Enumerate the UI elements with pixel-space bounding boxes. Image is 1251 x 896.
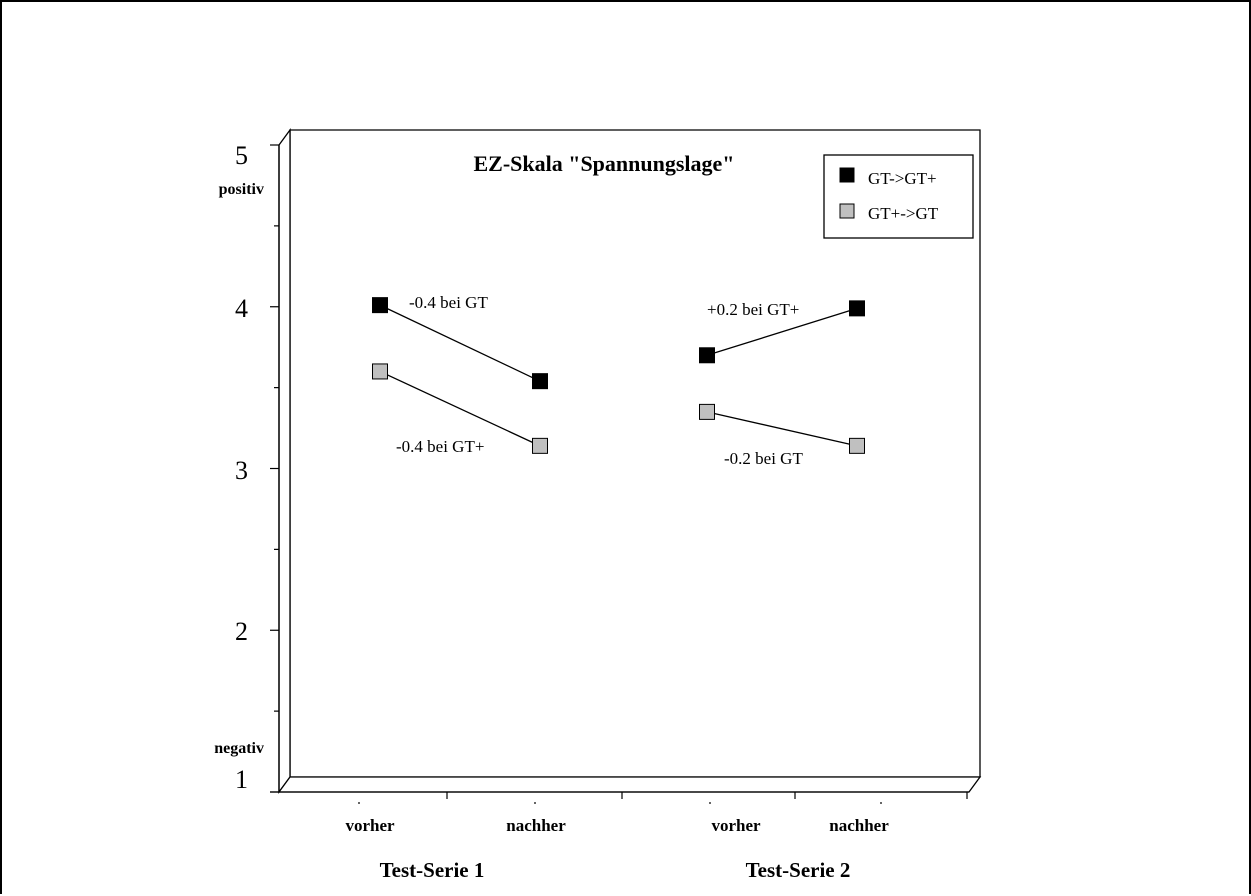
series-2-line-group-2 xyxy=(706,411,858,447)
y-tick-label-1: 1 xyxy=(235,765,248,794)
annotation-series-2-test-serie-2: -0.2 bei GT xyxy=(724,449,803,468)
y-bottom-label: negativ xyxy=(214,740,264,757)
series-1-point-4 xyxy=(849,300,865,317)
x-category-label-3: vorher xyxy=(711,816,761,835)
series-2-point-2 xyxy=(532,437,548,454)
annotation-series-1-test-serie-2: +0.2 bei GT+ xyxy=(707,300,799,319)
y-tick-label-2: 2 xyxy=(235,617,248,646)
series-2-point-4 xyxy=(849,437,865,454)
series-1-line-group-1 xyxy=(379,304,541,382)
legend-label-series-1: GT->GT+ xyxy=(868,169,937,188)
legend-label-series-2: GT+->GT xyxy=(868,204,939,223)
x-category-label-2: nachher xyxy=(506,816,566,835)
series-1-point-1 xyxy=(372,297,388,314)
series-2-point-1 xyxy=(372,363,388,380)
annotation-series-2-test-serie-1: -0.4 bei GT+ xyxy=(396,437,484,456)
series-1-point-3 xyxy=(699,347,715,364)
series-2-point-3 xyxy=(699,403,715,420)
tick-marks xyxy=(270,144,968,804)
plot-floor xyxy=(277,776,982,793)
series-layer xyxy=(372,297,865,454)
chart-title: EZ-Skala "Spannungslage" xyxy=(473,151,734,176)
series-2-line-group-1 xyxy=(379,370,541,447)
y-tick-label-3: 3 xyxy=(235,456,248,485)
x-group-label-1: Test-Serie 1 xyxy=(380,858,485,882)
y-tick-label-4: 4 xyxy=(235,294,248,323)
legend-box xyxy=(823,154,974,239)
legend-marker-series-1 xyxy=(839,167,855,183)
legend-marker-series-2 xyxy=(839,203,855,219)
annotation-series-1-test-serie-1: -0.4 bei GT xyxy=(409,293,488,312)
x-group-label-2: Test-Serie 2 xyxy=(746,858,851,882)
x-category-label-4: nachher xyxy=(829,816,889,835)
x-category-label-1: vorher xyxy=(345,816,395,835)
y-top-label: positiv xyxy=(219,181,264,198)
series-1-point-2 xyxy=(532,373,548,390)
plot-left-side xyxy=(278,128,291,794)
y-tick-label-5: 5 xyxy=(235,141,248,170)
series-1-line-group-2 xyxy=(706,307,858,356)
